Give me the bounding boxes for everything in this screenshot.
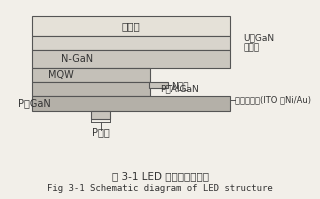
Text: 图 3-1 LED 芯片结构示意图: 图 3-1 LED 芯片结构示意图 (111, 171, 209, 181)
Text: 电流扩展层(ITO 或Ni/Au): 电流扩展层(ITO 或Ni/Au) (235, 95, 311, 104)
Text: 蓝宝石: 蓝宝石 (122, 21, 140, 31)
Bar (32, 96, 230, 111)
Bar (32, 50, 230, 68)
Text: U－GaN
缓冲层: U－GaN 缓冲层 (243, 33, 274, 53)
Bar (32, 82, 150, 96)
Text: P电极: P电极 (92, 127, 110, 137)
Bar (32, 16, 230, 36)
Text: N电极: N电极 (171, 81, 189, 90)
Bar (149, 82, 168, 88)
Text: N-GaN: N-GaN (61, 54, 93, 64)
Text: P－GaN: P－GaN (18, 99, 50, 108)
Text: P－AlGaN: P－AlGaN (160, 84, 199, 93)
Bar (32, 36, 230, 50)
Bar (32, 68, 150, 82)
Text: Fig 3-1 Schematic diagram of LED structure: Fig 3-1 Schematic diagram of LED structu… (47, 183, 273, 193)
Bar (91, 111, 110, 119)
Text: MQW: MQW (48, 70, 74, 80)
